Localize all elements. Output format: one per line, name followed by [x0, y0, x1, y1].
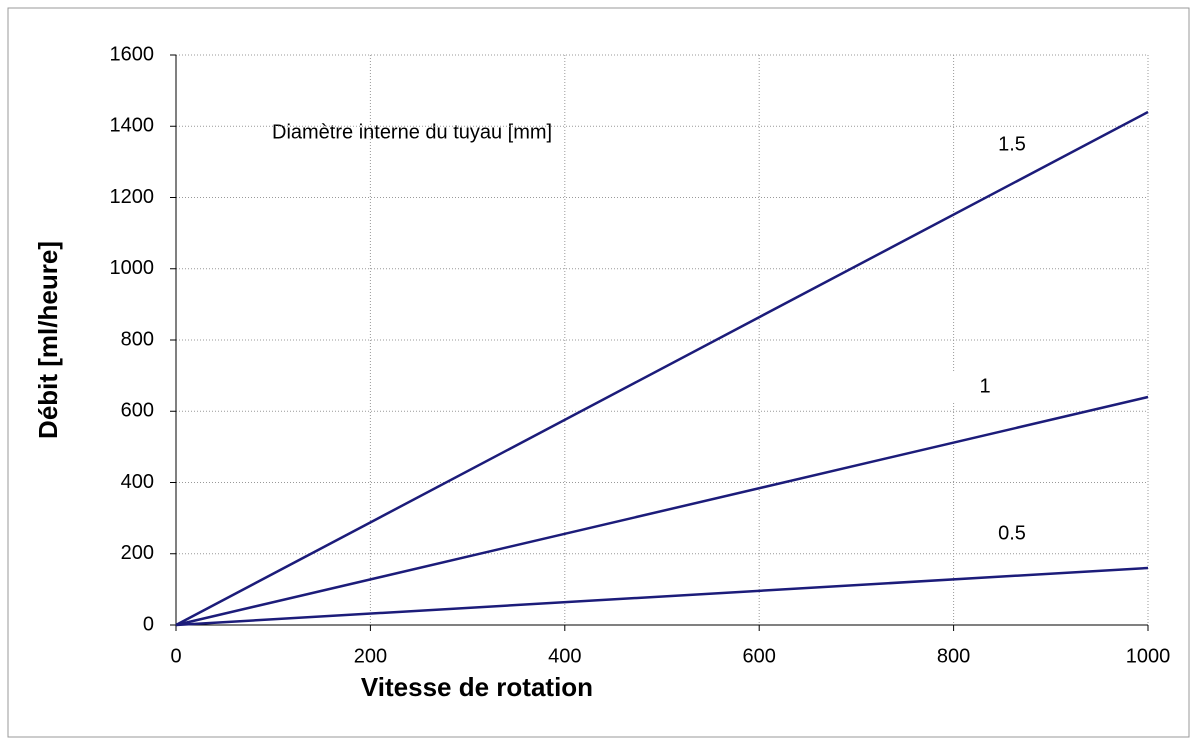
x-tick-label: 0	[170, 645, 181, 667]
series-label: 1	[979, 375, 990, 397]
y-tick-label: 1200	[110, 186, 155, 208]
y-tick-label: 600	[121, 400, 154, 422]
x-tick-label: 600	[743, 645, 776, 667]
series-line	[175, 566, 1149, 627]
series-label: 0.5	[998, 522, 1026, 544]
y-axis-label: Débit [ml/heure]	[33, 241, 63, 439]
y-tick-label: 800	[121, 328, 154, 350]
y-tick-label: 1000	[110, 257, 155, 279]
y-tick-label: 1600	[110, 43, 155, 65]
x-axis-label: Vitesse de rotation	[361, 672, 593, 702]
series-label-bg	[945, 371, 1025, 403]
series-line	[175, 110, 1149, 627]
y-tick-label: 0	[143, 613, 154, 635]
series-label-bg	[972, 129, 1052, 161]
x-tick-label: 200	[354, 645, 387, 667]
y-tick-label: 1400	[110, 115, 155, 137]
annotation: Diamètre interne du tuyau [mm]	[272, 121, 552, 143]
x-tick-label: 1000	[1126, 645, 1171, 667]
series-label: 1.5	[998, 133, 1026, 155]
series-line	[175, 395, 1149, 627]
x-tick-label: 400	[548, 645, 581, 667]
y-tick-label: 400	[121, 471, 154, 493]
series-label-bg	[972, 518, 1052, 550]
y-tick-label: 200	[121, 542, 154, 564]
x-tick-label: 800	[937, 645, 970, 667]
